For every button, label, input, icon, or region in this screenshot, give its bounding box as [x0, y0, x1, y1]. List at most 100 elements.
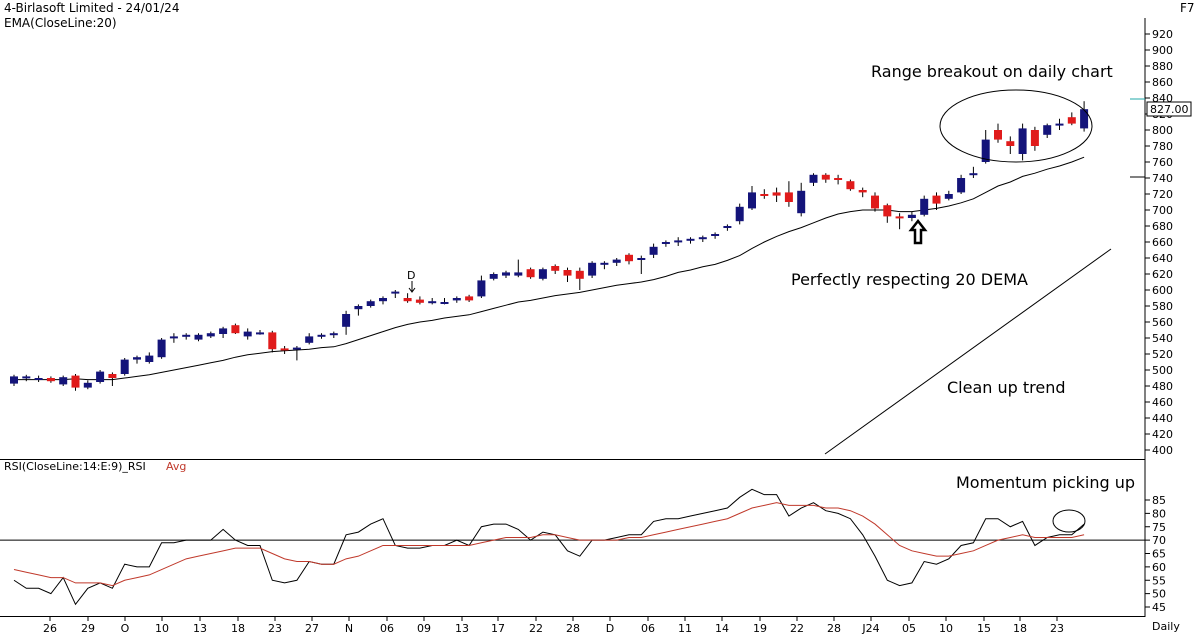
price-tick-label: 600	[1152, 284, 1173, 297]
candle	[760, 189, 769, 199]
date-tick-label: 14	[715, 622, 729, 635]
price-tick-label: 400	[1152, 444, 1173, 457]
candlestick-series	[10, 101, 1089, 391]
candle	[415, 296, 424, 305]
candle-body	[711, 234, 720, 236]
candle	[723, 224, 732, 231]
candle-body	[1043, 125, 1052, 135]
price-tick-label: 800	[1152, 124, 1173, 137]
breakout-ellipse	[939, 89, 1093, 163]
up-arrow-icon	[908, 218, 928, 245]
date-tick-label: 11	[678, 622, 692, 635]
candle-body	[354, 306, 363, 310]
candle-body	[10, 376, 18, 384]
candle	[477, 275, 486, 298]
candle-body	[944, 194, 953, 199]
candle-body	[268, 332, 277, 350]
candle-body	[551, 266, 560, 271]
price-tick-label: 560	[1152, 316, 1173, 329]
candle	[403, 293, 412, 303]
candle	[354, 304, 363, 316]
candle-body	[588, 262, 597, 276]
date-tick-label: 13	[193, 622, 207, 635]
candle-body	[686, 238, 695, 241]
date-tick-label: D	[606, 622, 614, 635]
candle-body	[575, 270, 584, 279]
candle	[1043, 123, 1052, 138]
price-tick-label: 520	[1152, 348, 1173, 361]
candle	[1018, 123, 1027, 161]
rsi-series-group	[13, 488, 1085, 606]
candle-body	[760, 194, 769, 196]
candle-body	[96, 371, 105, 382]
candle-body	[1067, 117, 1076, 124]
candle-body	[625, 254, 633, 262]
breakout-annotation: Range breakout on daily chart	[871, 62, 1113, 81]
date-axis: 26 29 O 10 13 18 23 27 N 06 09 13 17 22 28 D 06 11 14 19 22 2…	[43, 617, 1064, 635]
candle	[784, 181, 793, 207]
candle-body	[600, 262, 609, 265]
d-marker-arrowhead	[408, 287, 416, 293]
candle	[34, 375, 43, 382]
date-tick-label: 28	[566, 622, 580, 635]
candle-body	[34, 378, 43, 380]
price-tick-label: 860	[1152, 76, 1173, 89]
candle-body	[1018, 128, 1027, 154]
candle	[526, 267, 535, 279]
candle	[1055, 118, 1064, 130]
candle	[108, 372, 117, 386]
candle-body	[526, 269, 535, 278]
candle-body	[231, 325, 240, 334]
candle-body	[932, 195, 941, 204]
rsi-tick-label: 45	[1152, 601, 1166, 614]
date-tick-label: J24	[861, 622, 879, 635]
candle	[772, 187, 781, 202]
price-tick-label: 540	[1152, 332, 1173, 345]
rsi-line-avg	[13, 502, 1085, 587]
candle-body	[157, 339, 166, 358]
candle-body	[514, 272, 523, 276]
candle-body	[649, 246, 658, 255]
price-tick-label: 900	[1152, 44, 1173, 57]
candle	[428, 298, 437, 305]
candle-body	[145, 355, 154, 362]
candle	[231, 323, 240, 334]
candle	[538, 267, 547, 281]
candle-body	[428, 301, 437, 304]
candle-body	[46, 378, 55, 382]
price-tick-label: 720	[1152, 188, 1173, 201]
candle-body	[797, 190, 806, 214]
candle	[46, 376, 55, 383]
candle-body	[280, 348, 289, 351]
candle-body	[305, 336, 314, 343]
candle-body	[379, 298, 387, 302]
rsi-tick-label: 65	[1152, 548, 1166, 561]
candle-body	[1080, 109, 1089, 129]
date-tick-label: 17	[491, 622, 505, 635]
candle-body	[452, 298, 461, 301]
candle	[280, 346, 289, 354]
candle	[944, 190, 953, 201]
candle-body	[182, 334, 191, 337]
candle-body	[698, 237, 707, 240]
price-tick-label: 500	[1152, 364, 1173, 377]
date-tick-label: 23	[1050, 622, 1064, 635]
date-tick-label: 10	[155, 622, 169, 635]
candle	[883, 203, 892, 223]
candle-body	[342, 314, 351, 327]
candle	[932, 192, 941, 210]
candle	[157, 338, 166, 359]
price-tick-label: 460	[1152, 396, 1173, 409]
candle	[834, 174, 843, 185]
candle	[22, 374, 31, 382]
candle-body	[883, 205, 892, 217]
candle	[797, 182, 806, 217]
candle	[366, 299, 375, 308]
rsi-tick-label: 70	[1152, 534, 1166, 547]
date-tick-label: 23	[268, 622, 282, 635]
candle	[588, 261, 597, 278]
candle-body	[674, 240, 683, 243]
price-tick-label: 440	[1152, 412, 1173, 425]
date-tick-label: 18	[1013, 622, 1027, 635]
